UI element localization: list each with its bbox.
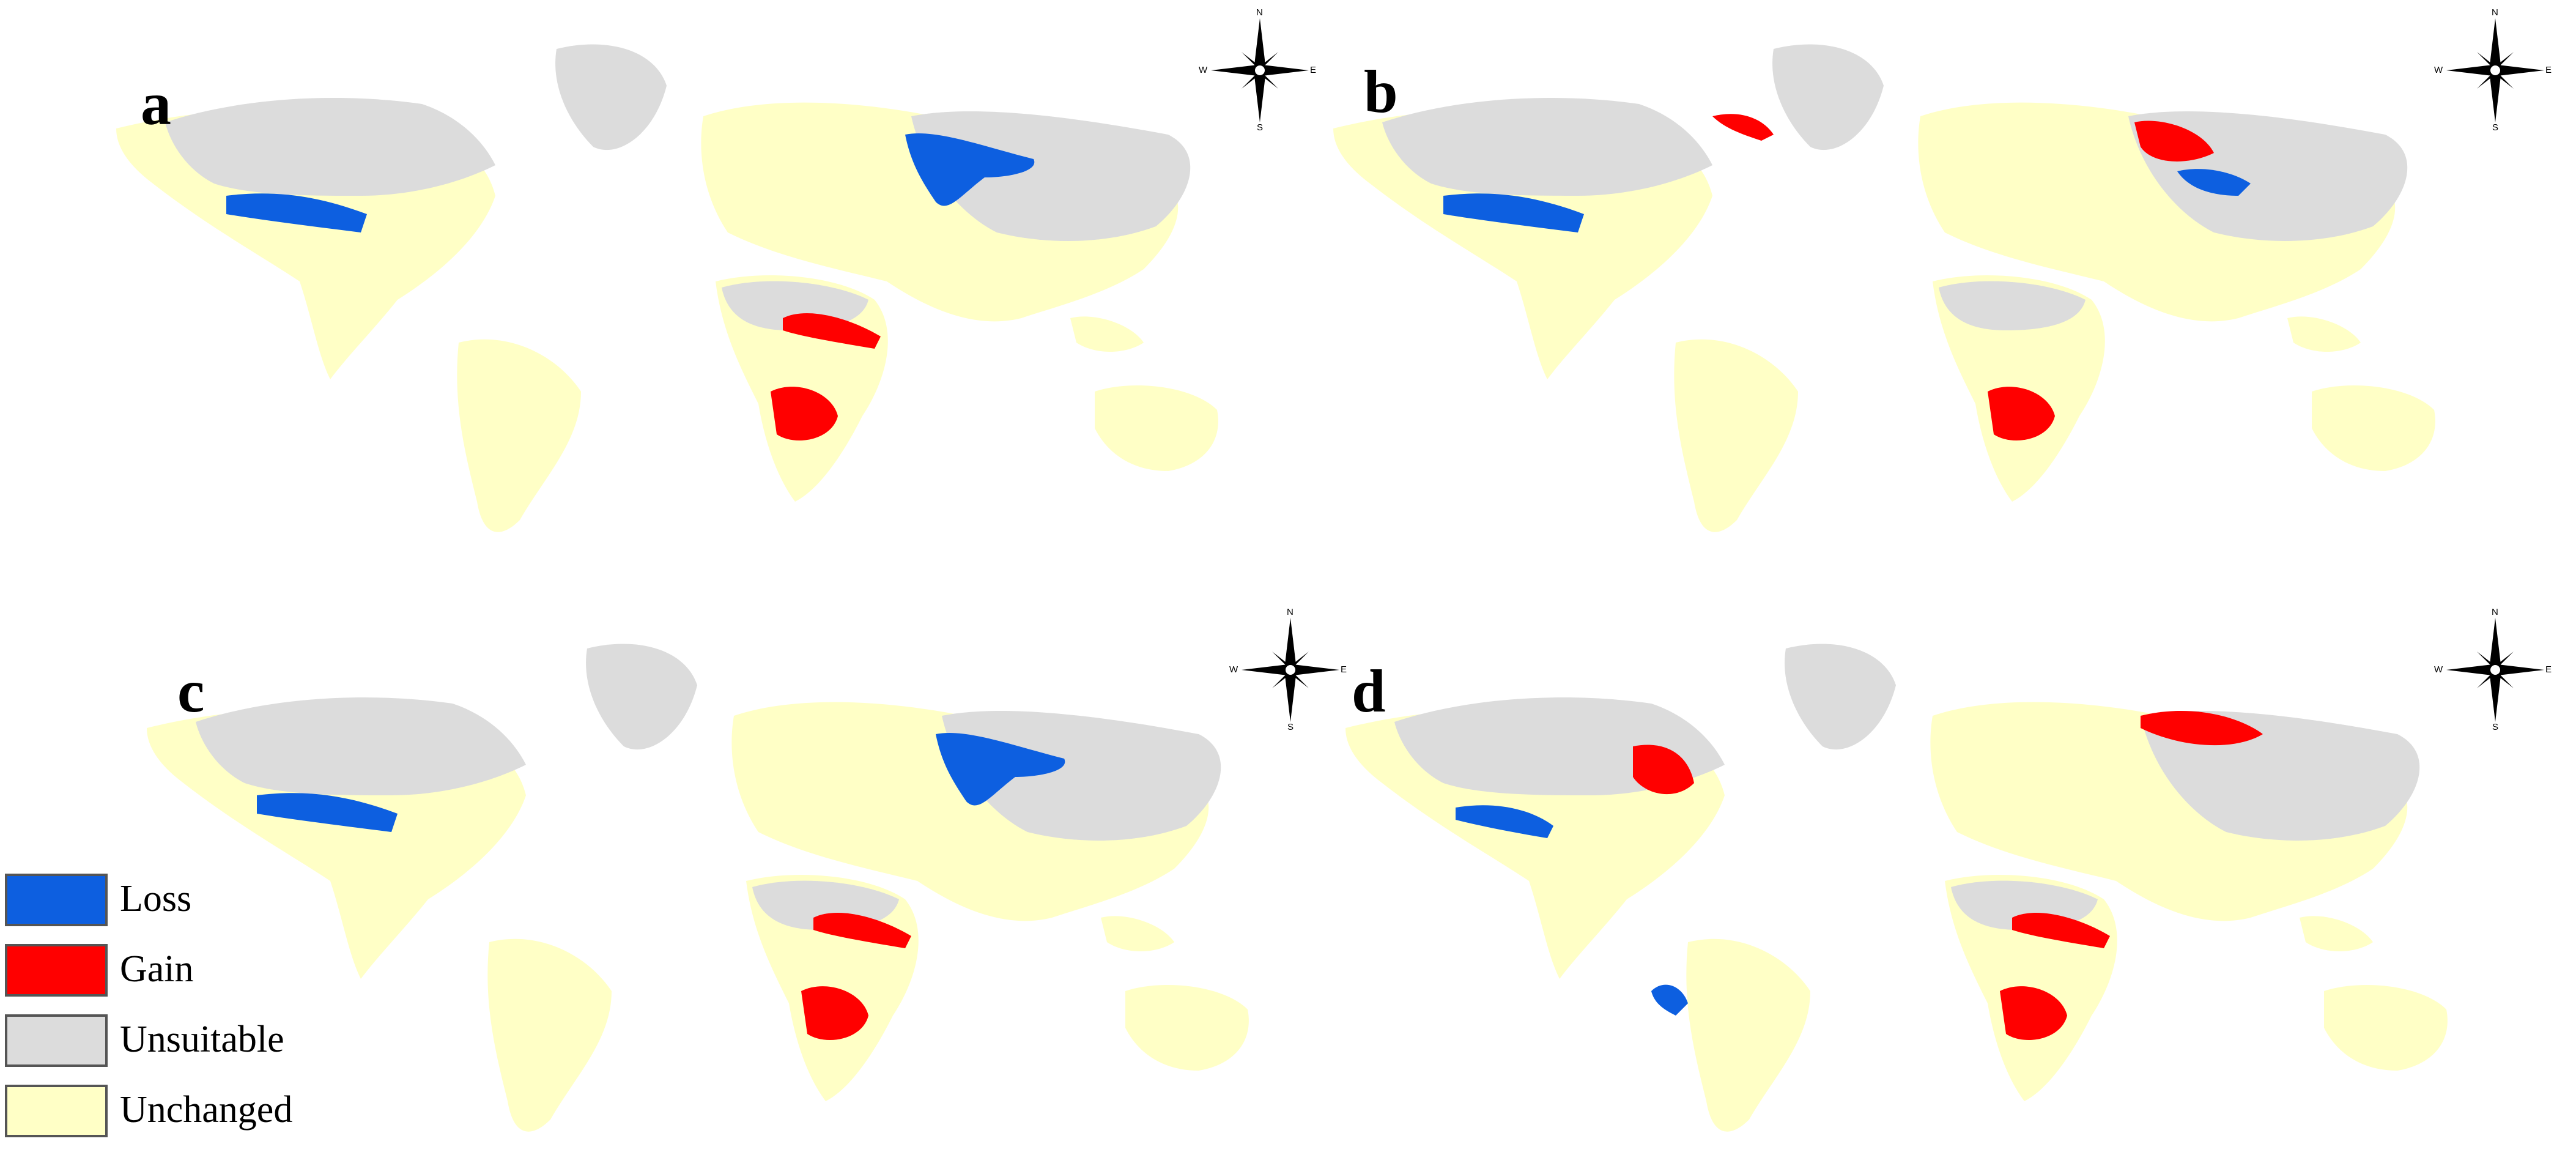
compass-w: W bbox=[1199, 65, 1208, 75]
compass-n: N bbox=[2492, 607, 2498, 617]
compass-letters-c: N S W E bbox=[1229, 607, 1347, 732]
compass-w: W bbox=[2434, 65, 2443, 75]
legend-item-unchanged: Unchanged bbox=[5, 1085, 372, 1140]
compass-e: E bbox=[2545, 664, 2552, 675]
compass-s: S bbox=[1287, 722, 1294, 732]
world-map-b bbox=[1333, 44, 2435, 532]
legend-label-unchanged: Unchanged bbox=[120, 1089, 293, 1131]
map-panel-d: d bbox=[1345, 612, 2569, 1162]
map-panel-b: b bbox=[1333, 12, 2556, 563]
legend-label-loss: Loss bbox=[120, 878, 192, 920]
loss-areas bbox=[1443, 169, 2251, 232]
legend-label-gain: Gain bbox=[120, 948, 194, 990]
world-map-d bbox=[1345, 644, 2448, 1132]
panel-label-c: c bbox=[177, 657, 205, 725]
compass-letters-b: N S W E bbox=[2434, 7, 2552, 133]
gain-areas bbox=[771, 313, 881, 440]
gain-areas bbox=[1712, 114, 2214, 440]
compass-letters-a: N S W E bbox=[1199, 7, 1317, 133]
compass-e: E bbox=[2545, 65, 2552, 75]
legend-swatch-gain bbox=[5, 944, 108, 997]
legend-item-unsuitable: Unsuitable bbox=[5, 1014, 372, 1069]
compass-s: S bbox=[1257, 122, 1264, 133]
legend-swatch-unchanged bbox=[5, 1085, 108, 1137]
compass-s: S bbox=[2492, 722, 2499, 732]
gain-areas bbox=[1633, 710, 2263, 1040]
compass-n: N bbox=[2492, 7, 2498, 18]
compass-w: W bbox=[1229, 664, 1238, 675]
compass-w: W bbox=[2434, 664, 2443, 675]
compass-n: N bbox=[1256, 7, 1263, 18]
map-panel-c: c bbox=[147, 612, 1370, 1162]
legend-swatch-unsuitable bbox=[5, 1014, 108, 1067]
world-map-c bbox=[147, 644, 1249, 1132]
loss-areas bbox=[1456, 805, 1688, 1016]
loss-areas bbox=[226, 133, 1035, 232]
legend-item-gain: Gain bbox=[5, 944, 372, 999]
loss-areas bbox=[257, 733, 1065, 832]
compass-letters-d: N S W E bbox=[2434, 607, 2552, 732]
map-panel-a: a bbox=[116, 12, 1339, 563]
panel-label-b: b bbox=[1364, 58, 1398, 125]
panel-label-a: a bbox=[141, 70, 171, 138]
compass-e: E bbox=[1341, 664, 1347, 675]
gain-areas bbox=[801, 912, 911, 1040]
legend-swatch-loss bbox=[5, 874, 108, 926]
legend-label-unsuitable: Unsuitable bbox=[120, 1019, 284, 1060]
world-map-a bbox=[116, 44, 1218, 532]
compass-s: S bbox=[2492, 122, 2499, 133]
compass-e: E bbox=[1310, 65, 1317, 75]
legend-item-loss: Loss bbox=[5, 874, 372, 929]
compass-n: N bbox=[1287, 607, 1294, 617]
panel-label-d: d bbox=[1352, 657, 1386, 725]
